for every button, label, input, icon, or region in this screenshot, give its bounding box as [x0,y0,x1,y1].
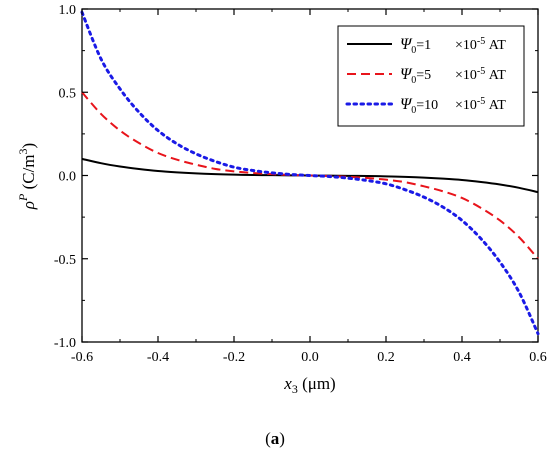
y-tick-label: -0.5 [54,253,76,268]
x-tick-label: 0.4 [453,350,471,365]
legend-symbol: Ψ [400,96,413,113]
x-axis-title: x3 (μm) [283,374,335,396]
legend-subscript: 0 [411,45,416,56]
legend-exponent: -5 [477,36,485,47]
x-tick-label: -0.2 [223,350,245,365]
panel-label: (a) [265,429,285,448]
legend-exponent: -5 [477,66,485,77]
legend-label-3: Ψ0=10 ×10-5 AT [400,96,506,116]
y-axis-symbol: ρ [19,201,38,210]
x-tick-label: 0.0 [301,350,319,365]
x-axis-symbol: x [283,374,292,393]
y-axis-unit-suffix: ) [19,143,38,149]
legend-subscript: 0 [411,105,416,116]
ticks-layer: -0.6 -0.4 -0.2 0.0 0.2 0.4 0.6 -1.0 -0.5 0.0 0.5 1.… [54,3,547,365]
panel-label-letter: a [271,429,280,448]
legend-label-2: Ψ0=5 ×10-5 AT [400,66,506,86]
legend-unit: AT [485,98,506,113]
x-tick-label: -0.4 [147,350,169,365]
x-tick-label: -0.6 [71,350,93,365]
legend-unit: AT [485,38,506,53]
legend-subscript: 0 [411,75,416,86]
legend-factor: ×10 [455,38,477,53]
y-axis-title: ρP (C/m3) [16,143,38,210]
legend-unit: AT [485,68,506,83]
x-tick-label: 0.2 [377,350,395,365]
y-axis-superscript: P [16,193,30,202]
legend-symbol: Ψ [400,36,413,53]
y-tick-label: 0.0 [59,170,77,185]
x-axis-unit: (μm) [298,374,336,393]
series-line-3 [80,10,540,336]
y-tick-label: 1.0 [59,3,77,18]
legend-box [337,25,525,127]
series-layer [80,10,540,336]
x-tick-label: 0.6 [529,350,547,365]
legend-symbol: Ψ [400,66,413,83]
legend-value: =1 [416,38,431,53]
legend-factor: ×10 [455,68,477,83]
y-axis-unit-prefix: (C/m [19,154,38,193]
legend-value: =5 [416,68,431,83]
x-axis-subscript: 3 [292,382,298,396]
legend-value: =10 [416,98,438,113]
panel-label-close: ) [279,429,285,448]
panel-label-open: ( [265,429,271,448]
y-axis-unit-power: 3 [16,148,30,154]
y-tick-label: -1.0 [54,336,76,351]
legend-exponent: -5 [477,96,485,107]
legend-factor: ×10 [455,98,477,113]
y-tick-label: 0.5 [59,86,77,101]
legend-label-1: Ψ0=1 ×10-5 AT [400,36,506,56]
